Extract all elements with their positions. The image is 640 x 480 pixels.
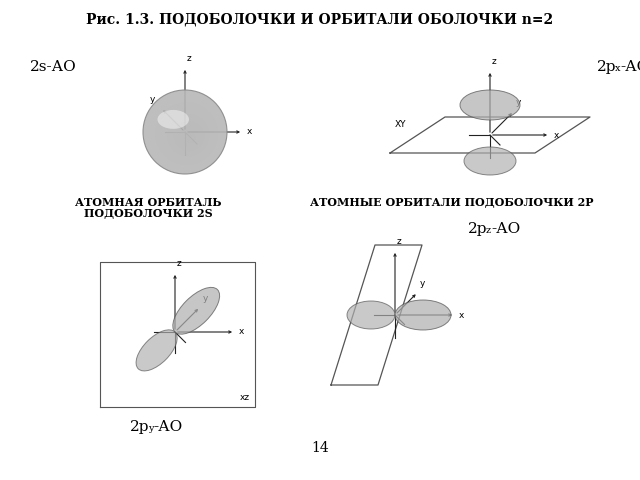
Text: Рис. 1.3. ПОДОБОЛОЧКИ И ОРБИТАЛИ ОБОЛОЧКИ n=2: Рис. 1.3. ПОДОБОЛОЧКИ И ОРБИТАЛИ ОБОЛОЧК… [86, 13, 554, 27]
Text: x: x [615, 64, 621, 73]
Text: ПОДОБОЛОЧКИ 2S: ПОДОБОЛОЧКИ 2S [84, 208, 212, 219]
Text: -АО: -АО [153, 420, 182, 434]
Ellipse shape [464, 147, 516, 175]
Text: 2p: 2p [130, 420, 150, 434]
Text: XY: XY [395, 120, 406, 129]
Text: z: z [177, 259, 182, 268]
Ellipse shape [155, 102, 218, 165]
Text: -АО: -АО [620, 60, 640, 74]
Text: x: x [459, 311, 465, 320]
Text: 2p: 2p [597, 60, 616, 74]
Text: xz: xz [240, 393, 250, 402]
Ellipse shape [173, 288, 220, 334]
Ellipse shape [157, 110, 189, 129]
Text: z: z [397, 237, 402, 246]
Ellipse shape [143, 90, 227, 174]
Text: x: x [239, 327, 244, 336]
Text: АТОМНАЯ ОРБИТАЛЬ: АТОМНАЯ ОРБИТАЛЬ [75, 197, 221, 208]
Text: z: z [492, 57, 497, 66]
Text: y: y [516, 98, 522, 107]
Ellipse shape [136, 330, 177, 371]
Ellipse shape [179, 126, 200, 147]
Text: АТОМНЫЕ ОРБИТАЛИ ПОДОБОЛОЧКИ 2P: АТОМНЫЕ ОРБИТАЛИ ПОДОБОЛОЧКИ 2P [310, 197, 593, 208]
Ellipse shape [143, 90, 227, 174]
Ellipse shape [186, 132, 196, 143]
Ellipse shape [460, 90, 520, 120]
Text: y: y [150, 95, 155, 104]
Ellipse shape [161, 108, 214, 161]
Text: x: x [247, 128, 252, 136]
Text: z: z [486, 226, 491, 235]
Ellipse shape [173, 120, 205, 152]
Text: 14: 14 [311, 441, 329, 455]
Text: y: y [420, 279, 425, 288]
Text: y: y [148, 424, 154, 433]
Text: x: x [554, 131, 559, 140]
Text: z: z [187, 54, 192, 63]
Text: y: y [202, 294, 207, 303]
Ellipse shape [149, 96, 223, 169]
Text: -АО: -АО [491, 222, 520, 236]
Ellipse shape [395, 300, 451, 330]
Ellipse shape [167, 114, 209, 156]
Text: 2s-АО: 2s-АО [30, 60, 77, 74]
Ellipse shape [347, 301, 395, 329]
Text: 2p: 2p [468, 222, 488, 236]
